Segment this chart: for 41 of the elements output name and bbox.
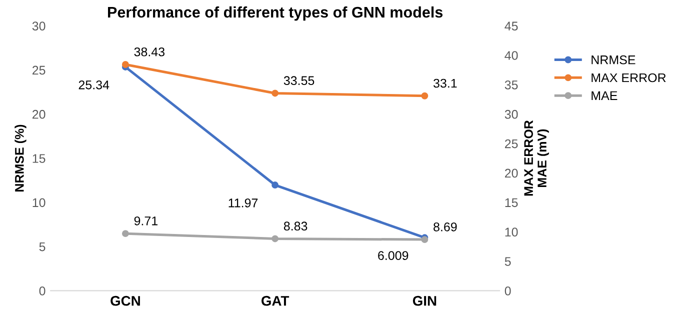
y2-axis-title: MAX ERROR MAE (mV) [524, 120, 549, 196]
legend-label: MAE [592, 91, 618, 100]
point [272, 182, 279, 188]
data-label: 33.55 [284, 76, 314, 86]
legend-label: MAX ERROR [592, 73, 666, 82]
y2-tick-label: 25 [504, 139, 518, 148]
point [122, 230, 129, 238]
y-tick-label: 20 [32, 110, 46, 119]
y2-tick-label: 30 [504, 110, 518, 119]
y-tick-label: 25 [32, 66, 46, 75]
y-axis-title: NRMSE (%) [14, 124, 26, 192]
data-label: 38.43 [134, 47, 164, 56]
data-label: 8.69 [434, 222, 457, 232]
x-tick-label: GAT [261, 296, 290, 306]
y2-tick-label: 5 [504, 257, 511, 266]
data-label: 9.71 [134, 216, 158, 226]
data-label: 8.83 [284, 222, 308, 231]
y2-tick-label: 15 [505, 198, 518, 208]
data-label: 11.97 [228, 198, 258, 208]
point [421, 92, 428, 100]
y-tick-label: 10 [32, 198, 46, 208]
x-tick-label: GIN [412, 296, 436, 306]
y-tick-label: 5 [39, 242, 46, 252]
data-label: 25.34 [78, 80, 110, 90]
y-tick-label: 15 [32, 154, 46, 163]
y2-tick-label: 10 [505, 228, 518, 236]
y2-tick-label: 20 [504, 168, 518, 178]
chart-title: Performance of different types of GNN models [108, 6, 443, 21]
y2-tick-label: 0 [504, 286, 511, 296]
point [272, 235, 279, 242]
data-label: 6.009 [378, 251, 408, 260]
y2-tick-label: 35 [504, 80, 518, 90]
legend-label: NRMSE [592, 55, 636, 64]
point [122, 61, 129, 68]
y2-tick-label: 45 [504, 22, 518, 30]
point [272, 90, 279, 97]
y-tick-label: 30 [32, 22, 46, 30]
x-tick-label: GCN [110, 296, 140, 306]
y-tick-label: 0 [39, 286, 46, 296]
data-label: 33.1 [433, 78, 457, 88]
y2-tick-label: 40 [504, 51, 518, 60]
